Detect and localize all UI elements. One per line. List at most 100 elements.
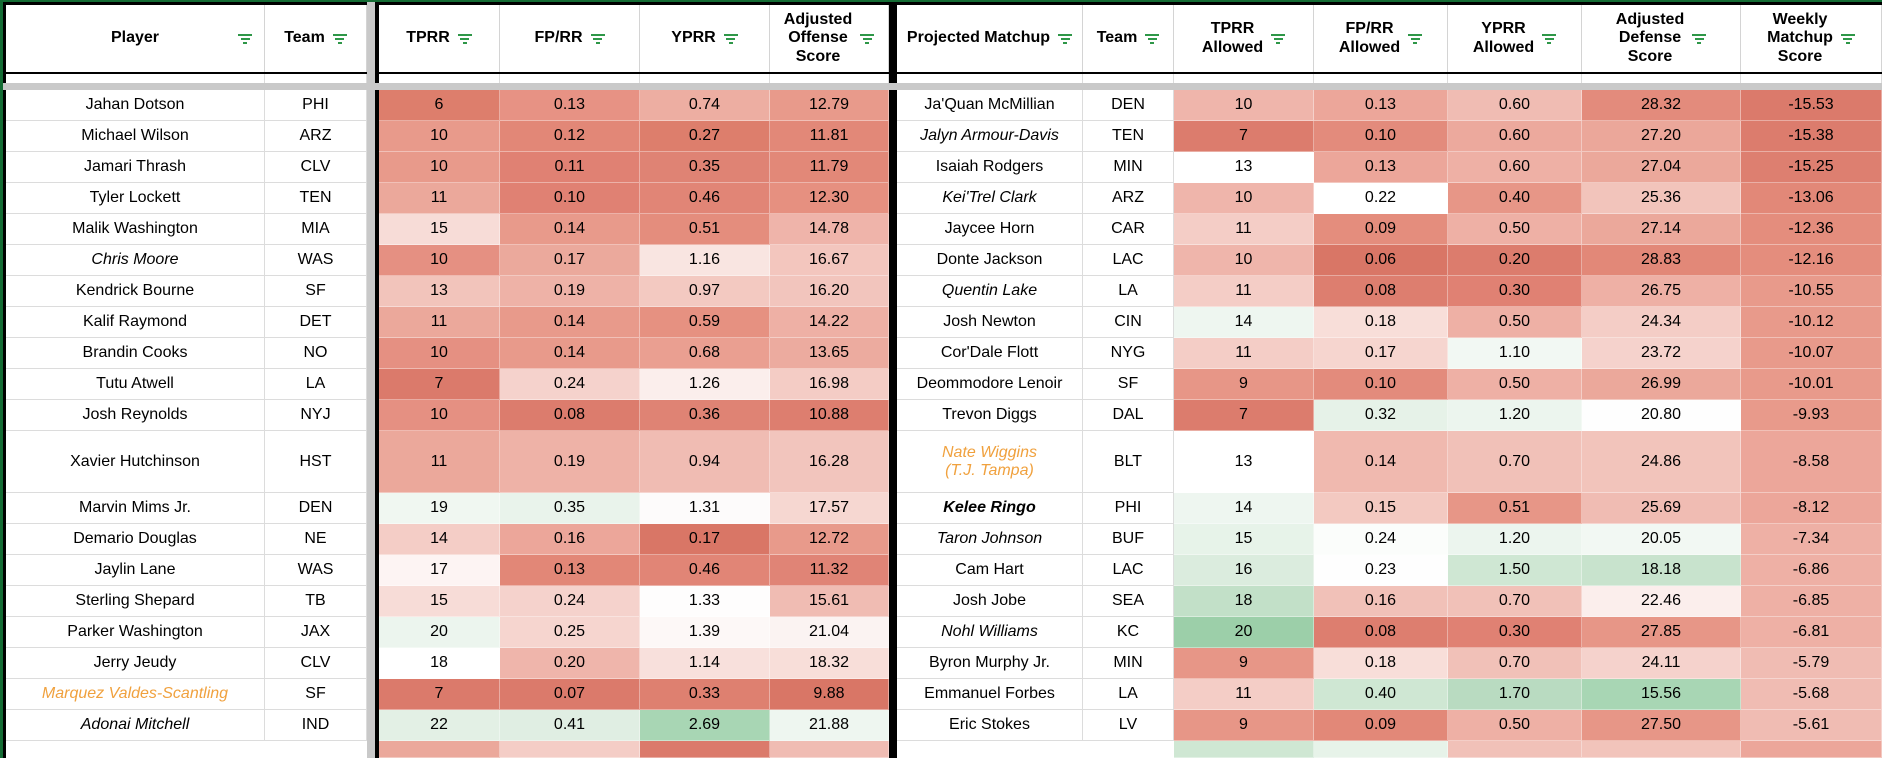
player-name-cell[interactable]: Chris Moore: [6, 245, 265, 276]
filter-icon[interactable]: [1408, 33, 1423, 44]
team-cell[interactable]: MIA: [265, 214, 367, 245]
team-cell[interactable]: BLT: [1083, 431, 1174, 493]
stat-cell[interactable]: 13: [379, 276, 500, 307]
team-cell[interactable]: LAC: [1083, 555, 1174, 586]
stat-cell[interactable]: 12.72: [770, 524, 889, 555]
stat-cell[interactable]: 25.69: [1582, 493, 1741, 524]
stat-cell[interactable]: 0.19: [500, 431, 640, 493]
stat-cell[interactable]: 0.17: [500, 245, 640, 276]
stat-cell[interactable]: 0.10: [500, 183, 640, 214]
stat-cell[interactable]: 0.14: [500, 338, 640, 369]
player-name-cell[interactable]: Brandin Cooks: [6, 338, 265, 369]
stat-cell[interactable]: 0.30: [1448, 617, 1582, 648]
player-name-cell[interactable]: Tyler Lockett: [6, 183, 265, 214]
stat-cell[interactable]: 14: [1174, 493, 1314, 524]
stat-cell[interactable]: 0.60: [1448, 121, 1582, 152]
stat-cell[interactable]: 0.09: [1314, 710, 1448, 741]
stat-cell[interactable]: -15.53: [1741, 90, 1882, 121]
filter-icon[interactable]: [1145, 33, 1160, 44]
stat-cell[interactable]: 1.16: [640, 245, 770, 276]
stat-cell[interactable]: 28.32: [1582, 90, 1741, 121]
stat-cell[interactable]: 1.70: [1448, 679, 1582, 710]
stat-cell[interactable]: 0.12: [500, 121, 640, 152]
matchup-name-cell[interactable]: Isaiah Rodgers: [897, 152, 1083, 183]
stat-cell[interactable]: 10: [1174, 183, 1314, 214]
header-cell-fprr[interactable]: FP/RR: [500, 5, 640, 72]
team-cell[interactable]: NYJ: [265, 400, 367, 431]
stat-cell[interactable]: 0.24: [1314, 524, 1448, 555]
team-cell[interactable]: SF: [265, 276, 367, 307]
filter-icon[interactable]: [332, 33, 347, 44]
stat-cell[interactable]: 12.79: [770, 90, 889, 121]
stat-cell[interactable]: 0.08: [1314, 276, 1448, 307]
header-cell-pm[interactable]: Projected Matchup: [897, 5, 1083, 72]
player-name-cell[interactable]: Sterling Shepard: [6, 586, 265, 617]
stat-cell[interactable]: -15.25: [1741, 152, 1882, 183]
matchup-name-cell[interactable]: Emmanuel Forbes: [897, 679, 1083, 710]
player-name-cell[interactable]: Demario Douglas: [6, 524, 265, 555]
stat-cell[interactable]: 0.23: [1314, 555, 1448, 586]
stat-cell[interactable]: 20: [379, 617, 500, 648]
stat-cell[interactable]: 0.19: [500, 276, 640, 307]
matchup-name-cell[interactable]: Josh Newton: [897, 307, 1083, 338]
header-cell-ads[interactable]: Adjusted Defense Score: [1582, 5, 1741, 72]
stat-cell[interactable]: 26.99: [1582, 369, 1741, 400]
player-name-cell[interactable]: Adonai Mitchell: [6, 710, 265, 741]
stat-cell[interactable]: 12.30: [770, 183, 889, 214]
header-cell-wms[interactable]: Weekly Matchup Score: [1741, 5, 1882, 72]
stat-cell[interactable]: 0.30: [1448, 276, 1582, 307]
stat-cell[interactable]: 0.14: [1314, 431, 1448, 493]
stat-cell[interactable]: 11.81: [770, 121, 889, 152]
stat-cell[interactable]: 10: [379, 338, 500, 369]
team-cell[interactable]: SF: [265, 679, 367, 710]
stat-cell[interactable]: 0.24: [500, 369, 640, 400]
stat-cell[interactable]: 18: [379, 648, 500, 679]
stat-cell[interactable]: 0.17: [1314, 338, 1448, 369]
stat-cell[interactable]: 15.61: [770, 586, 889, 617]
player-name-cell[interactable]: Malik Washington: [6, 214, 265, 245]
filter-icon[interactable]: [590, 33, 605, 44]
stat-cell[interactable]: 10: [1174, 245, 1314, 276]
team-cell[interactable]: PHI: [265, 90, 367, 121]
stat-cell[interactable]: 27.85: [1582, 617, 1741, 648]
stat-cell[interactable]: 9: [1174, 648, 1314, 679]
stat-cell[interactable]: 16: [1174, 555, 1314, 586]
stat-cell[interactable]: -15.38: [1741, 121, 1882, 152]
stat-cell[interactable]: 11: [1174, 214, 1314, 245]
team-cell[interactable]: LA: [1083, 276, 1174, 307]
team-cell[interactable]: NE: [265, 524, 367, 555]
stat-cell[interactable]: -12.36: [1741, 214, 1882, 245]
stat-cell[interactable]: 13: [1174, 431, 1314, 493]
player-name-cell[interactable]: Jerry Jeudy: [6, 648, 265, 679]
stat-cell[interactable]: 7: [1174, 121, 1314, 152]
player-name-cell[interactable]: Marquez Valdes-Scantling: [6, 679, 265, 710]
stat-cell[interactable]: 10.88: [770, 400, 889, 431]
stat-cell[interactable]: 0.13: [1314, 152, 1448, 183]
stat-cell[interactable]: 21.88: [770, 710, 889, 741]
stat-cell[interactable]: 17: [379, 555, 500, 586]
stat-cell[interactable]: 0.97: [640, 276, 770, 307]
header-cell-tprr_a[interactable]: TPRR Allowed: [1174, 5, 1314, 72]
stat-cell[interactable]: 0.40: [1314, 679, 1448, 710]
team-cell[interactable]: IND: [265, 710, 367, 741]
header-cell-team[interactable]: Team: [265, 5, 367, 72]
stat-cell[interactable]: -6.86: [1741, 555, 1882, 586]
stat-cell[interactable]: -5.79: [1741, 648, 1882, 679]
filter-icon[interactable]: [1271, 33, 1286, 44]
stat-cell[interactable]: 23.72: [1582, 338, 1741, 369]
stat-cell[interactable]: 0.36: [640, 400, 770, 431]
team-cell[interactable]: CLV: [265, 648, 367, 679]
player-name-cell[interactable]: Kalif Raymond: [6, 307, 265, 338]
stat-cell[interactable]: 0.41: [500, 710, 640, 741]
stat-cell[interactable]: 0.17: [640, 524, 770, 555]
stat-cell[interactable]: 18.18: [1582, 555, 1741, 586]
team-cell[interactable]: LA: [265, 369, 367, 400]
team-cell[interactable]: DET: [265, 307, 367, 338]
stat-cell[interactable]: 0.51: [640, 214, 770, 245]
stat-cell[interactable]: 28.83: [1582, 245, 1741, 276]
stat-cell[interactable]: 16.98: [770, 369, 889, 400]
stat-cell[interactable]: 0.94: [640, 431, 770, 493]
stat-cell[interactable]: 10: [1174, 90, 1314, 121]
stat-cell[interactable]: 16.67: [770, 245, 889, 276]
team-cell[interactable]: TEN: [1083, 121, 1174, 152]
